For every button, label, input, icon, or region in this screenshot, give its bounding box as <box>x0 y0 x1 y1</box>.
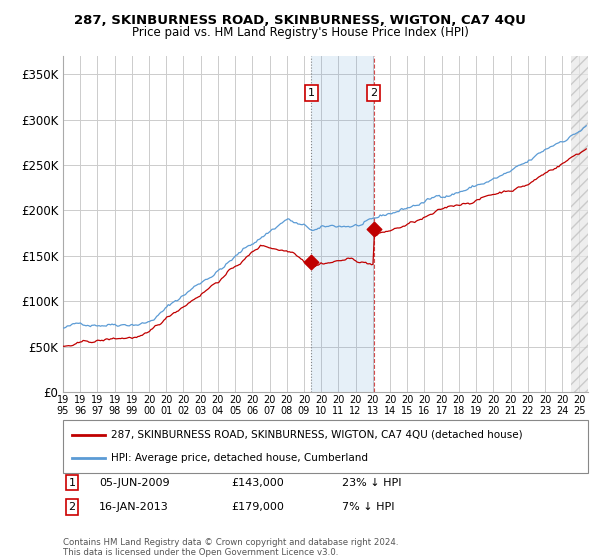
Text: 287, SKINBURNESS ROAD, SKINBURNESS, WIGTON, CA7 4QU (detached house): 287, SKINBURNESS ROAD, SKINBURNESS, WIGT… <box>111 430 523 440</box>
Text: 2: 2 <box>370 88 377 98</box>
Text: 2: 2 <box>68 502 76 512</box>
Text: 16-JAN-2013: 16-JAN-2013 <box>99 502 169 512</box>
Point <box>369 225 379 234</box>
Text: 1: 1 <box>308 88 315 98</box>
Text: Price paid vs. HM Land Registry's House Price Index (HPI): Price paid vs. HM Land Registry's House … <box>131 26 469 39</box>
Text: Contains HM Land Registry data © Crown copyright and database right 2024.
This d: Contains HM Land Registry data © Crown c… <box>63 538 398 557</box>
Text: 1: 1 <box>68 478 76 488</box>
Text: 23% ↓ HPI: 23% ↓ HPI <box>342 478 401 488</box>
Text: HPI: Average price, detached house, Cumberland: HPI: Average price, detached house, Cumb… <box>111 453 368 463</box>
Text: 287, SKINBURNESS ROAD, SKINBURNESS, WIGTON, CA7 4QU: 287, SKINBURNESS ROAD, SKINBURNESS, WIGT… <box>74 14 526 27</box>
Text: 7% ↓ HPI: 7% ↓ HPI <box>342 502 395 512</box>
Bar <box>571 56 588 392</box>
Bar <box>311 56 374 392</box>
Point <box>307 258 316 267</box>
Text: 05-JUN-2009: 05-JUN-2009 <box>99 478 170 488</box>
Text: £179,000: £179,000 <box>231 502 284 512</box>
Text: £143,000: £143,000 <box>231 478 284 488</box>
